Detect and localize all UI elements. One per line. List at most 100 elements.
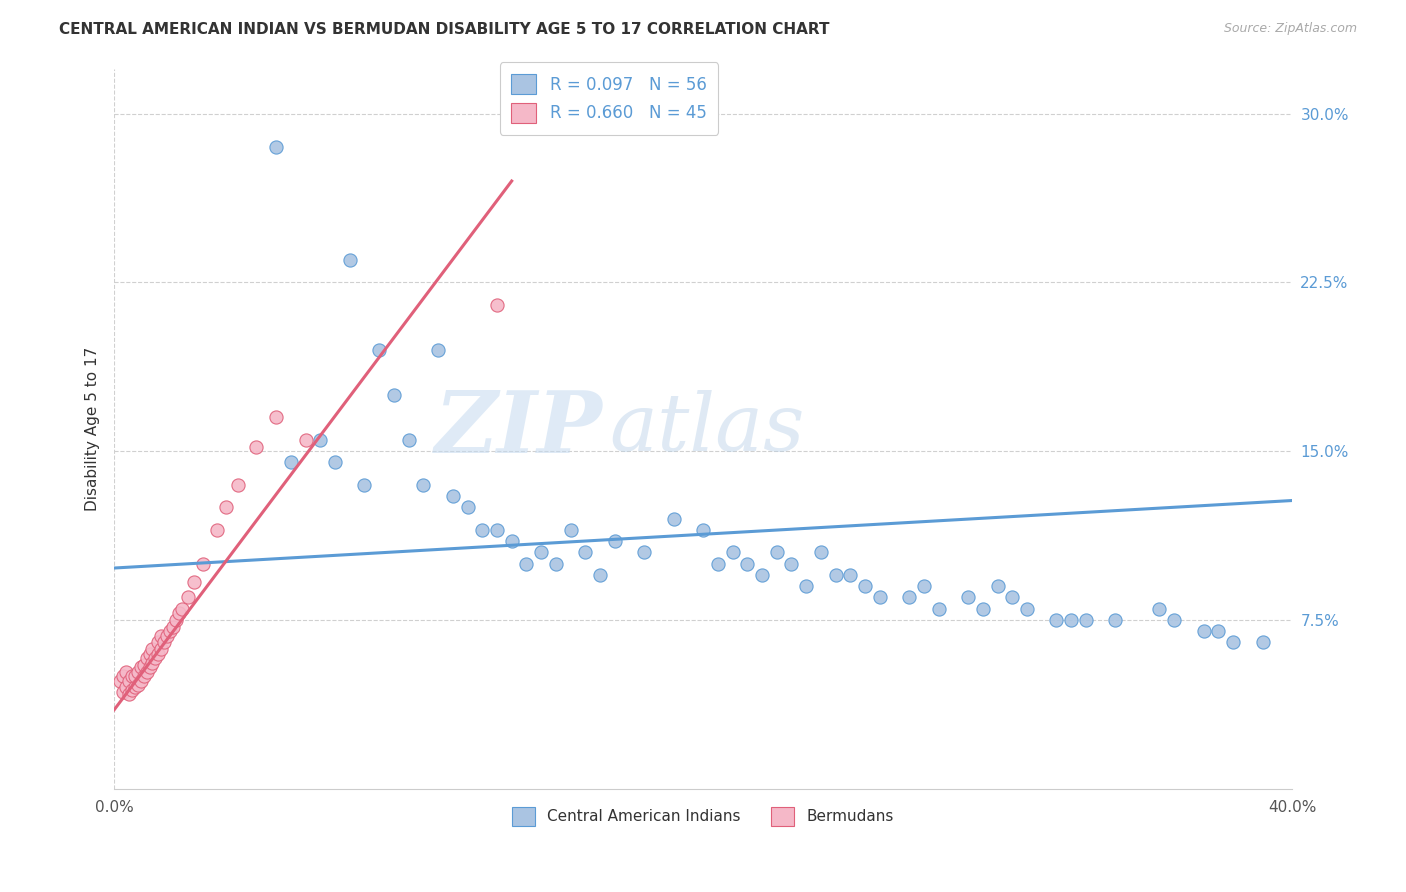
Point: [323, 455, 346, 469]
Point: [412, 477, 434, 491]
Point: [162, 619, 184, 633]
Point: [121, 682, 143, 697]
Point: [1208, 624, 1230, 638]
Point: [121, 669, 143, 683]
Point: [135, 651, 157, 665]
Point: [707, 557, 730, 571]
Legend: Central American Indians, Bermudans: Central American Indians, Bermudans: [503, 798, 903, 835]
Point: [501, 534, 523, 549]
Point: [124, 680, 146, 694]
Point: [148, 647, 170, 661]
Text: Source: ZipAtlas.com: Source: ZipAtlas.com: [1223, 22, 1357, 36]
Point: [245, 440, 267, 454]
Point: [115, 680, 138, 694]
Point: [751, 567, 773, 582]
Point: [141, 656, 163, 670]
Point: [124, 669, 146, 683]
Point: [1074, 613, 1097, 627]
Y-axis label: Disability Age 5 to 17: Disability Age 5 to 17: [86, 346, 100, 510]
Point: [1045, 613, 1067, 627]
Point: [603, 534, 626, 549]
Point: [150, 642, 173, 657]
Point: [132, 657, 155, 672]
Point: [589, 567, 612, 582]
Point: [662, 511, 685, 525]
Point: [127, 678, 149, 692]
Point: [215, 500, 238, 515]
Point: [170, 601, 193, 615]
Point: [810, 545, 832, 559]
Point: [264, 410, 287, 425]
Point: [1251, 635, 1274, 649]
Point: [485, 523, 508, 537]
Point: [544, 557, 567, 571]
Point: [986, 579, 1008, 593]
Point: [721, 545, 744, 559]
Point: [115, 665, 138, 679]
Point: [280, 455, 302, 469]
Point: [633, 545, 655, 559]
Point: [485, 298, 508, 312]
Text: CENTRAL AMERICAN INDIAN VS BERMUDAN DISABILITY AGE 5 TO 17 CORRELATION CHART: CENTRAL AMERICAN INDIAN VS BERMUDAN DISA…: [59, 22, 830, 37]
Point: [574, 545, 596, 559]
Point: [457, 500, 479, 515]
Point: [150, 628, 173, 642]
Point: [129, 660, 152, 674]
Point: [127, 665, 149, 679]
Point: [869, 591, 891, 605]
Point: [928, 601, 950, 615]
Point: [853, 579, 876, 593]
Point: [441, 489, 464, 503]
Point: [207, 523, 229, 537]
Point: [735, 557, 758, 571]
Point: [135, 665, 157, 679]
Point: [111, 685, 134, 699]
Point: [1104, 613, 1126, 627]
Point: [129, 673, 152, 688]
Point: [145, 651, 167, 665]
Point: [560, 523, 582, 537]
Point: [765, 545, 787, 559]
Point: [111, 669, 134, 683]
Point: [957, 591, 980, 605]
Point: [309, 433, 332, 447]
Point: [108, 673, 131, 688]
Point: [132, 669, 155, 683]
Point: [148, 635, 170, 649]
Text: atlas: atlas: [609, 390, 804, 467]
Point: [141, 642, 163, 657]
Point: [1001, 591, 1024, 605]
Point: [912, 579, 935, 593]
Point: [1192, 624, 1215, 638]
Point: [839, 567, 862, 582]
Point: [398, 433, 420, 447]
Point: [824, 567, 846, 582]
Point: [167, 606, 190, 620]
Point: [1015, 601, 1038, 615]
Point: [138, 647, 160, 661]
Point: [692, 523, 714, 537]
Point: [183, 574, 205, 589]
Point: [368, 343, 391, 357]
Point: [1149, 601, 1171, 615]
Point: [353, 477, 375, 491]
Point: [780, 557, 803, 571]
Point: [1060, 613, 1083, 627]
Point: [515, 557, 537, 571]
Point: [471, 523, 494, 537]
Point: [153, 635, 176, 649]
Point: [294, 433, 316, 447]
Point: [118, 673, 141, 688]
Point: [165, 613, 187, 627]
Point: [427, 343, 450, 357]
Point: [177, 591, 200, 605]
Point: [794, 579, 817, 593]
Point: [138, 660, 160, 674]
Point: [191, 557, 214, 571]
Point: [382, 388, 405, 402]
Point: [530, 545, 553, 559]
Point: [972, 601, 994, 615]
Point: [159, 624, 181, 638]
Point: [156, 628, 179, 642]
Point: [118, 687, 141, 701]
